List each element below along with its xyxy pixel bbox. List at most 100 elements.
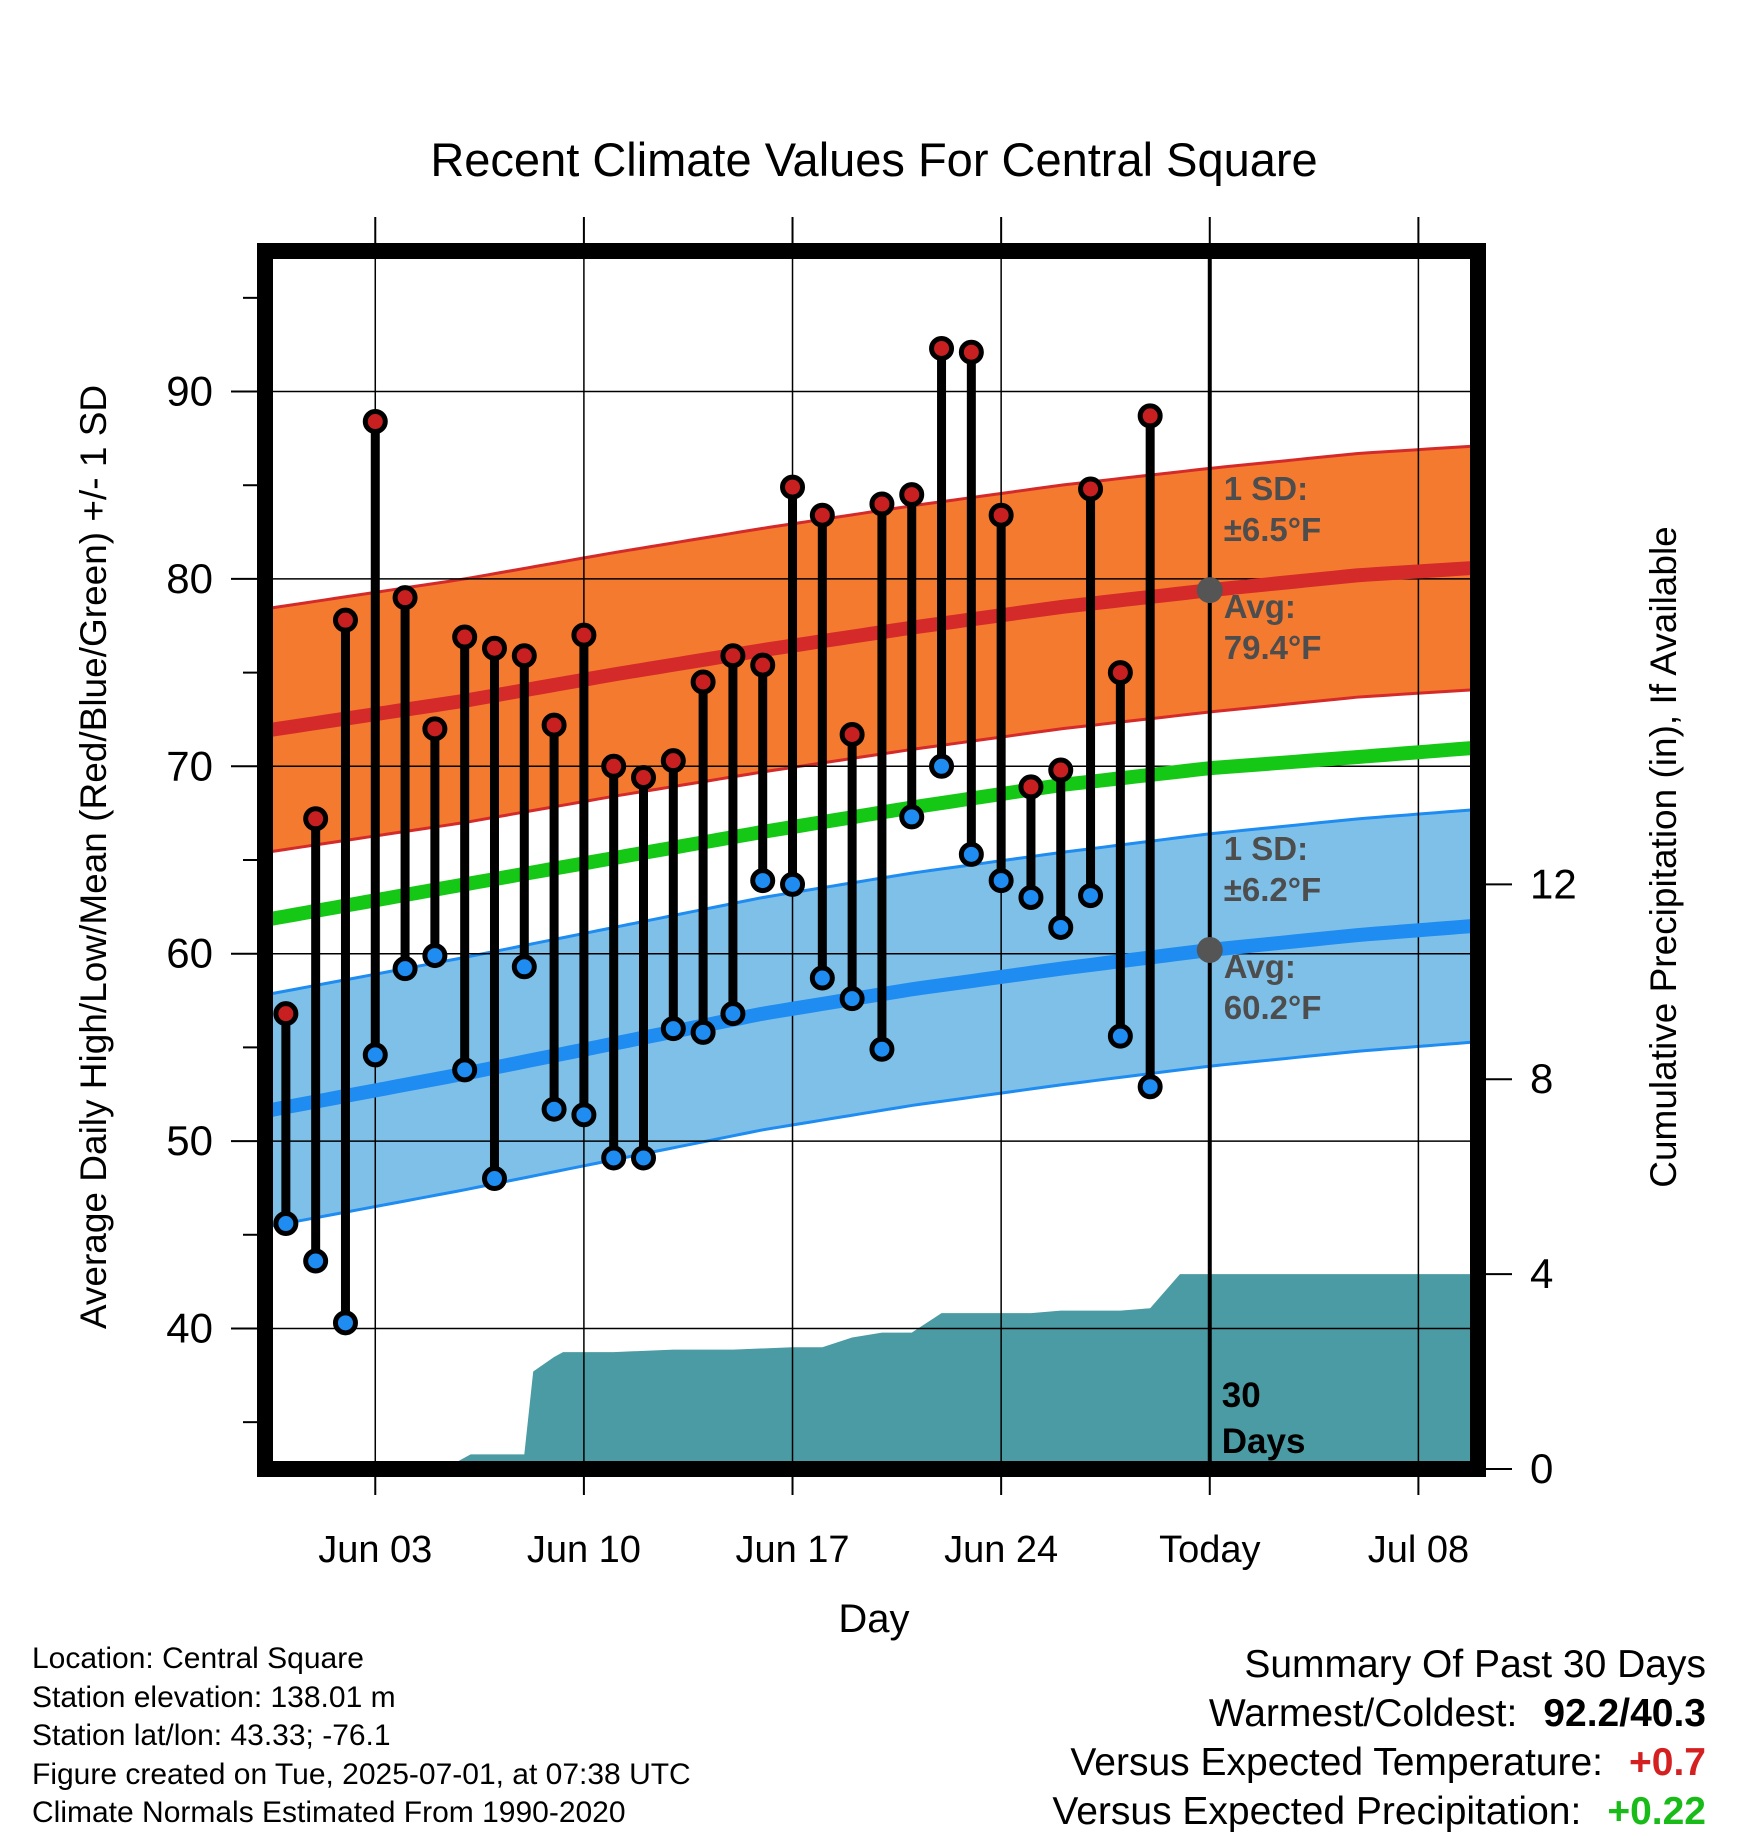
high-temp-point <box>422 716 448 742</box>
low-temp-point <box>988 868 1014 894</box>
high-sd-value-annotation: ±6.5°F <box>1224 511 1321 548</box>
low-temp-point <box>362 1042 388 1068</box>
high-temp-point <box>362 409 388 435</box>
latlon-text: Station lat/lon: 43.33; -76.1 <box>32 1719 391 1752</box>
x-axis-label: Day <box>838 1597 909 1641</box>
plot-clip-group <box>265 251 1478 1469</box>
low-sd-annotation: 1 SD: <box>1224 830 1308 867</box>
y-left-tick-label: 60 <box>166 930 213 977</box>
created-text: Figure created on Tue, 2025-07-01, at 07… <box>32 1757 691 1791</box>
high-temp-point <box>481 635 507 661</box>
low-temp-point <box>601 1145 627 1171</box>
elevation-text: Station elevation: 138.01 m <box>32 1680 396 1714</box>
x-tick-label: Jun 10 <box>527 1529 641 1571</box>
low-temp-point <box>422 943 448 969</box>
low-temp-point <box>1107 1023 1133 1049</box>
high-temp-point <box>1048 757 1074 783</box>
high-temp-point <box>780 474 806 500</box>
high-temp-point <box>303 806 329 832</box>
y-right-tick-label: 12 <box>1530 860 1577 907</box>
summary-title: Summary Of Past 30 Days <box>1244 1643 1706 1686</box>
temp-anomaly-value: +0.7 <box>1629 1741 1706 1784</box>
x-tick-label: Jun 24 <box>944 1529 1058 1571</box>
location-text: Location: Central Square <box>32 1642 364 1675</box>
today-high-normal-marker <box>1196 577 1223 604</box>
y-left-tick-label: 40 <box>166 1304 213 1351</box>
low-temp-point <box>690 1019 716 1045</box>
low-temp-point <box>929 753 955 779</box>
high-temp-point <box>1107 660 1133 686</box>
high-temp-point <box>452 624 478 650</box>
low-temp-point <box>452 1057 478 1083</box>
low-temp-point <box>899 804 925 830</box>
high-temp-point <box>809 502 835 528</box>
high-temp-point <box>1137 403 1163 429</box>
low-temp-point <box>1048 914 1074 940</box>
precip-anomaly-value: +0.22 <box>1607 1790 1706 1833</box>
y-right-tick-label: 4 <box>1530 1250 1553 1297</box>
high-temp-point <box>869 491 895 517</box>
today-label-number: 30 <box>1222 1376 1261 1415</box>
low-temp-point <box>273 1211 299 1237</box>
chart-title: Recent Climate Values For Central Square <box>430 133 1317 186</box>
warmest-coldest-value: 92.2/40.3 <box>1543 1692 1706 1735</box>
y-right-tick-label: 8 <box>1530 1055 1553 1102</box>
high-temp-point <box>988 502 1014 528</box>
low-temp-point <box>541 1096 567 1122</box>
high-temp-point <box>660 748 686 774</box>
high-temp-point <box>631 765 657 791</box>
high-temp-point <box>392 585 418 611</box>
station-info: Location: Central Square Station elevati… <box>32 1640 691 1833</box>
high-temp-point <box>541 712 567 738</box>
low-temp-point <box>958 841 984 867</box>
low-temp-point <box>303 1248 329 1274</box>
high-temp-point <box>750 652 776 678</box>
low-temp-point <box>869 1036 895 1062</box>
high-temp-point <box>1018 774 1044 800</box>
precip-area <box>265 1274 1478 1469</box>
low-sd-value-annotation: ±6.2°F <box>1224 871 1321 908</box>
today-low-normal-marker <box>1196 936 1223 963</box>
temp-anomaly-label: Versus Expected Temperature: <box>1070 1741 1603 1784</box>
high-avg-value-annotation: 79.4°F <box>1224 629 1322 666</box>
y-left-tick-label: 90 <box>166 368 213 415</box>
low-temp-point <box>1137 1074 1163 1100</box>
high-temp-point <box>690 669 716 695</box>
y-left-tick-label: 50 <box>166 1117 213 1164</box>
low-sd-band <box>265 809 1478 1228</box>
low-temp-point <box>720 1001 746 1027</box>
low-sd-lower-line <box>265 1040 1478 1229</box>
x-tick-label: Jun 17 <box>735 1529 849 1571</box>
x-tick-label: Jul 08 <box>1368 1529 1469 1571</box>
high-temp-point <box>332 607 358 633</box>
high-temp-point <box>958 339 984 365</box>
high-temp-point <box>273 1001 299 1027</box>
high-avg-annotation: Avg: <box>1224 588 1296 625</box>
today-label-unit: Days <box>1222 1422 1306 1461</box>
x-tick-label: Jun 03 <box>318 1529 432 1571</box>
plot-frame <box>257 243 1486 1477</box>
y-left-tick-label: 70 <box>166 742 213 789</box>
y-axis-label-left: Average Daily High/Low/Mean (Red/Blue/Gr… <box>73 385 114 1329</box>
summary-panel: Summary Of Past 30 Days Warmest/Coldest:… <box>1052 1640 1706 1836</box>
normals-text: Climate Normals Estimated From 1990-2020 <box>32 1796 626 1829</box>
low-temp-point <box>1078 883 1104 909</box>
high-temp-point <box>511 643 537 669</box>
high-temp-point <box>720 643 746 669</box>
low-temp-point <box>1018 884 1044 910</box>
high-temp-point <box>601 753 627 779</box>
low-temp-point <box>511 954 537 980</box>
low-temp-point <box>660 1016 686 1042</box>
low-temp-point <box>839 986 865 1012</box>
high-temp-point <box>571 622 597 648</box>
low-temp-point <box>631 1145 657 1171</box>
low-avg-annotation: Avg: <box>1224 948 1296 985</box>
high-sd-band <box>265 445 1478 853</box>
y-axis-label-right: Cumulative Precipitation (in), If Availa… <box>1643 526 1684 1188</box>
high-temp-point <box>899 482 925 508</box>
high-sd-annotation: 1 SD: <box>1224 470 1308 507</box>
low-temp-point <box>809 965 835 991</box>
plot-area: 1 SD: ±6.5°F Avg: 79.4°F 1 SD: ±6.2°F Avg: 60.2… <box>166 217 1577 1571</box>
high-temp-point <box>929 335 955 361</box>
